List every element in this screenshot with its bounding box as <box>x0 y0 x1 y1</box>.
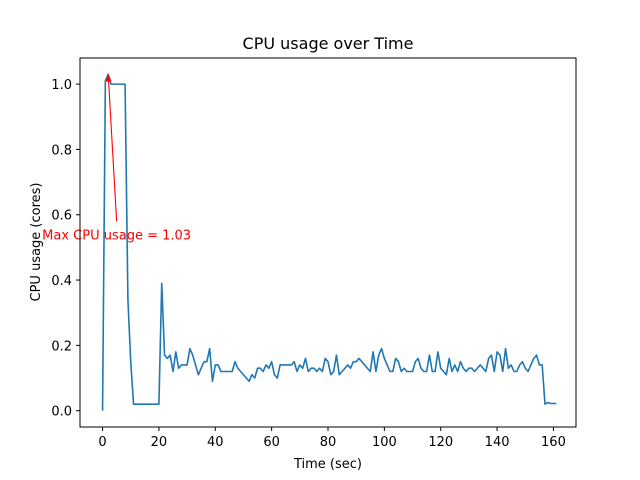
x-tick-label: 80 <box>320 435 337 450</box>
annotation-layer: Max CPU usage = 1.03 <box>42 74 191 243</box>
x-tick-label: 40 <box>207 435 224 450</box>
y-axis-label: CPU usage (cores) <box>29 183 44 302</box>
series-line-cpu-usage <box>101 73 557 411</box>
y-tick-label: 0.0 <box>51 405 72 420</box>
chart-title: CPU usage over Time <box>243 34 414 53</box>
y-axis-ticks: 0.0 0.2 0.4 0.6 0.8 1.0 <box>51 78 80 420</box>
x-axis-ticks: 0 20 40 60 80 100 120 140 160 <box>98 427 566 450</box>
annotation-arrow-line <box>107 74 118 222</box>
x-axis-label: Time (sec) <box>293 457 362 472</box>
x-tick-label: 100 <box>372 435 397 450</box>
x-tick-label: 20 <box>151 435 168 450</box>
x-tick-label: 160 <box>541 435 566 450</box>
y-tick-label: 0.8 <box>51 143 72 158</box>
annotation-arrow-head <box>105 74 112 82</box>
x-tick-label: 60 <box>263 435 280 450</box>
annotation-label: Max CPU usage = 1.03 <box>42 228 191 243</box>
x-tick-label: 0 <box>98 435 106 450</box>
series-layer <box>101 73 557 411</box>
y-tick-label: 0.6 <box>51 209 72 224</box>
y-tick-label: 1.0 <box>51 78 72 93</box>
y-tick-label: 0.2 <box>51 339 72 354</box>
y-tick-label: 0.4 <box>51 274 72 289</box>
x-tick-label: 140 <box>485 435 510 450</box>
x-tick-label: 120 <box>428 435 453 450</box>
